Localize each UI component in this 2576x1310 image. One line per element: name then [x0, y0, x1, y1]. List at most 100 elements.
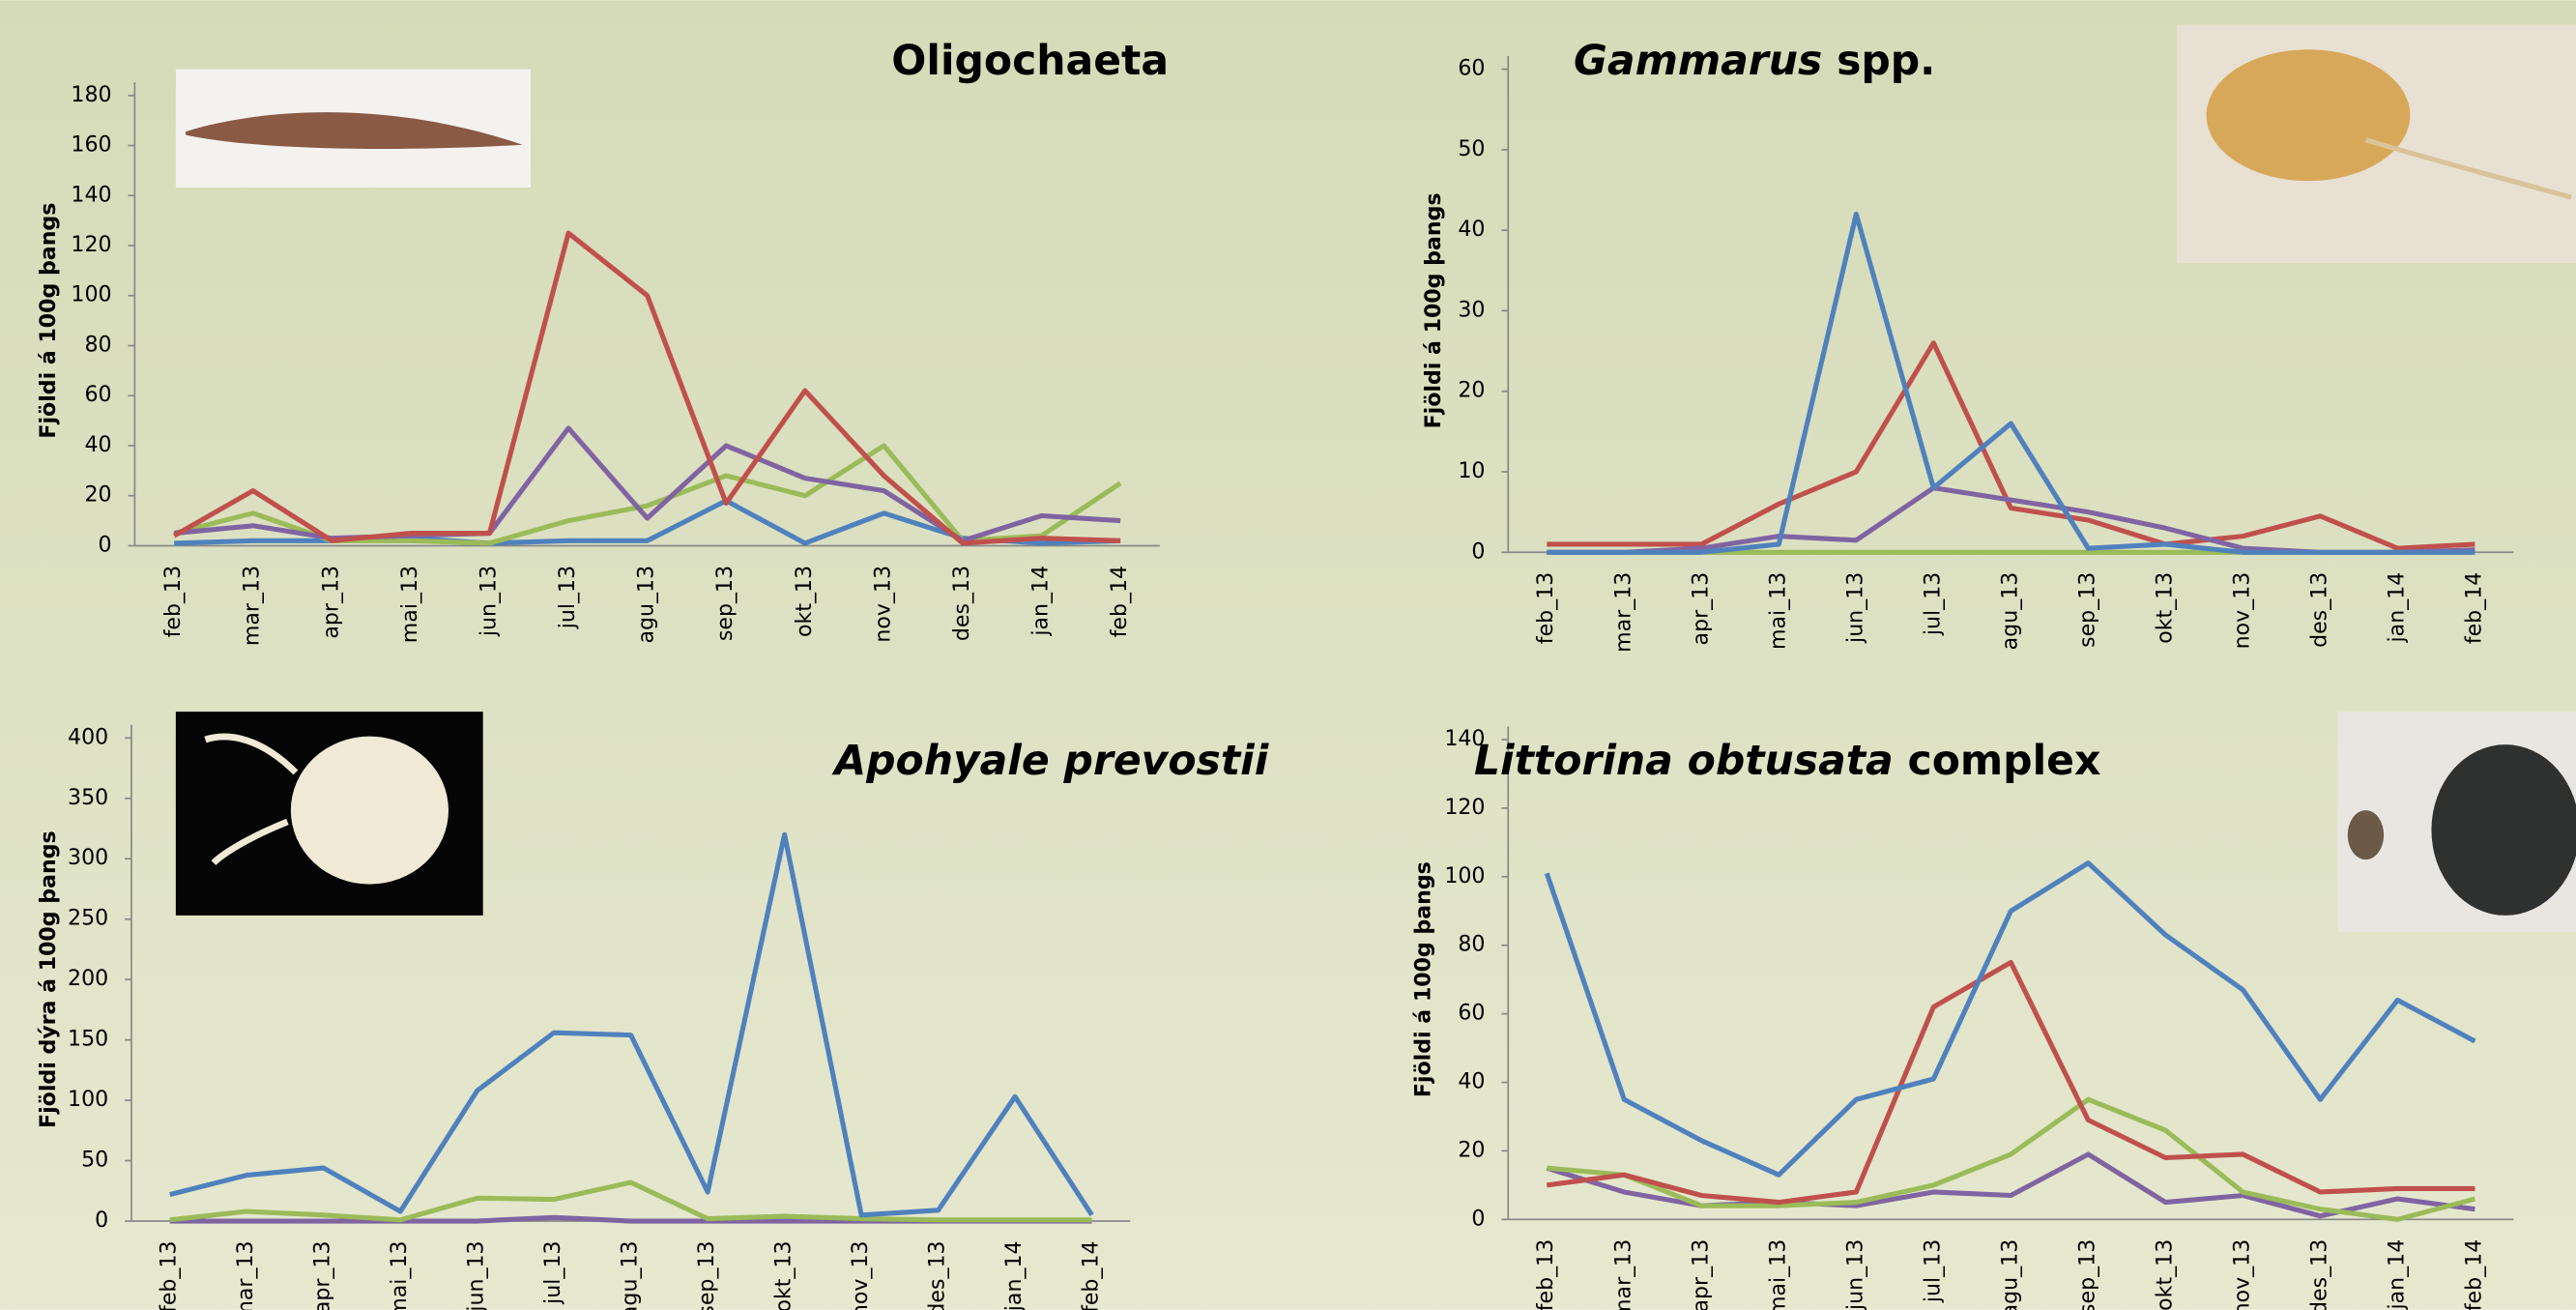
- y-tick-label: 40: [1458, 217, 1485, 242]
- x-tick-label: mar_13: [1610, 1239, 1635, 1310]
- x-tick-label: mar_13: [240, 566, 265, 646]
- y-tick-label: 300: [68, 845, 108, 870]
- x-tick-label: apr_13: [310, 1240, 335, 1310]
- y-tick-label: 0: [99, 532, 112, 557]
- x-tick-label: des_13: [925, 1240, 950, 1310]
- x-tick-label: feb_14: [2461, 1239, 2486, 1310]
- y-tick-label: 0: [95, 1208, 108, 1233]
- x-tick-label: jan_14: [2384, 1239, 2409, 1310]
- x-tick-label: sep_13: [2074, 572, 2099, 648]
- x-tick-label: mai_13: [1765, 1239, 1790, 1310]
- chart-title: Gammarus spp.: [1574, 37, 1935, 84]
- x-tick-label: feb_14: [1079, 1240, 1104, 1310]
- x-tick-label: feb_14: [1107, 566, 1132, 638]
- page: {"chart_data": [ {"type": "line", "title…: [0, 0, 2576, 1310]
- x-tick-label: des_13: [2306, 572, 2331, 648]
- y-tick-label: 100: [71, 282, 111, 307]
- x-tick-label: feb_13: [1533, 572, 1558, 645]
- x-tick-label: mai_13: [397, 566, 422, 643]
- x-tick-label: jun_13: [464, 1240, 489, 1310]
- x-tick-label: sep_13: [712, 566, 738, 641]
- y-tick-label: 100: [68, 1087, 108, 1112]
- x-tick-label: jun_13: [1842, 572, 1867, 644]
- x-tick-label: jan_14: [2384, 572, 2409, 644]
- x-tick-label: agu_13: [618, 1240, 643, 1310]
- x-tick-label: feb_14: [2461, 572, 2486, 645]
- x-tick-label: des_13: [2306, 1239, 2331, 1310]
- x-tick-label: jun_13: [1842, 1239, 1867, 1310]
- x-tick-label: apr_13: [1688, 1239, 1713, 1310]
- y-tick-label: 350: [68, 785, 108, 810]
- x-tick-label: agu_13: [1997, 572, 2022, 651]
- y-axis-label: Fjöldi á 100g þangs: [36, 203, 61, 439]
- chart-board: 020406080100120140160180feb_13mar_13apr_…: [0, 0, 2576, 1310]
- x-tick-label: jun_13: [476, 566, 501, 637]
- y-tick-label: 60: [1458, 1001, 1485, 1026]
- photo-gammarus: [2177, 25, 2576, 263]
- x-tick-label: jul_13: [1920, 1239, 1945, 1303]
- title-part: complex: [1894, 737, 2101, 784]
- title-part: Oligochaeta: [891, 37, 1169, 84]
- y-tick-label: 80: [1458, 932, 1485, 957]
- y-tick-label: 250: [68, 906, 108, 931]
- x-tick-label: jul_13: [540, 1240, 565, 1304]
- x-tick-label: apr_13: [1688, 572, 1713, 646]
- title-part: spp.: [1822, 37, 1935, 84]
- y-tick-label: 160: [71, 132, 111, 158]
- y-tick-label: 30: [1458, 297, 1485, 322]
- x-tick-label: mai_13: [387, 1240, 412, 1310]
- chart-title: Oligochaeta: [891, 37, 1169, 84]
- y-axis-label: Fjöldi á 100g þangs: [1411, 861, 1436, 1097]
- y-tick-label: 0: [1471, 1206, 1485, 1231]
- y-tick-label: 50: [81, 1148, 108, 1173]
- x-tick-label: jan_14: [1028, 566, 1054, 637]
- x-tick-label: okt_13: [2152, 1239, 2177, 1310]
- x-tick-label: feb_13: [1533, 1239, 1558, 1310]
- x-tick-label: jul_13: [555, 566, 580, 629]
- y-tick-label: 20: [84, 482, 111, 508]
- y-tick-label: 40: [84, 432, 111, 457]
- y-axis-label: Fjöldi dýra á 100g þangs: [36, 830, 61, 1128]
- photo-littorina: [2338, 712, 2576, 932]
- photo-apohyale: [176, 712, 483, 916]
- photo-oligochaeta: [176, 70, 531, 188]
- x-tick-label: sep_13: [2074, 1239, 2099, 1310]
- x-tick-label: okt_13: [792, 566, 817, 637]
- x-tick-label: nov_13: [848, 1240, 873, 1310]
- y-tick-label: 140: [71, 182, 111, 207]
- y-tick-label: 20: [1458, 1137, 1485, 1162]
- x-tick-label: nov_13: [2229, 1239, 2254, 1310]
- title-part: Littorina obtusata: [1474, 737, 1894, 784]
- x-tick-label: feb_13: [157, 1240, 182, 1310]
- x-tick-label: jul_13: [1920, 572, 1945, 636]
- x-tick-label: mar_13: [233, 1240, 258, 1310]
- x-tick-label: nov_13: [2229, 572, 2254, 650]
- x-tick-label: mai_13: [1765, 572, 1790, 650]
- x-tick-label: sep_13: [694, 1240, 719, 1310]
- y-tick-label: 20: [1458, 378, 1485, 403]
- x-tick-label: des_13: [949, 566, 974, 641]
- chart-title: Littorina obtusata complex: [1474, 737, 2100, 784]
- y-tick-label: 180: [71, 82, 111, 107]
- y-tick-label: 100: [1444, 863, 1485, 888]
- y-tick-label: 40: [1458, 1069, 1485, 1094]
- x-tick-label: mar_13: [1610, 572, 1635, 653]
- y-tick-label: 50: [1458, 136, 1485, 161]
- x-tick-label: agu_13: [634, 566, 659, 644]
- chart-title: Apohyale prevostii: [831, 737, 1269, 784]
- y-tick-label: 0: [1471, 539, 1485, 564]
- title-part: Gammarus: [1574, 37, 1822, 84]
- y-tick-label: 200: [68, 966, 108, 991]
- y-axis-label: Fjöldi á 100g þangs: [1421, 192, 1446, 428]
- x-tick-label: okt_13: [2152, 572, 2177, 644]
- y-tick-label: 400: [68, 724, 108, 749]
- x-tick-label: agu_13: [1997, 1239, 2022, 1310]
- x-tick-label: okt_13: [771, 1240, 796, 1310]
- x-tick-label: feb_13: [160, 566, 186, 638]
- x-tick-label: nov_13: [870, 566, 895, 643]
- y-tick-label: 60: [84, 382, 111, 407]
- y-tick-label: 80: [84, 332, 111, 357]
- y-tick-label: 120: [1444, 795, 1485, 820]
- y-tick-label: 60: [1458, 56, 1485, 81]
- y-tick-label: 10: [1458, 458, 1485, 483]
